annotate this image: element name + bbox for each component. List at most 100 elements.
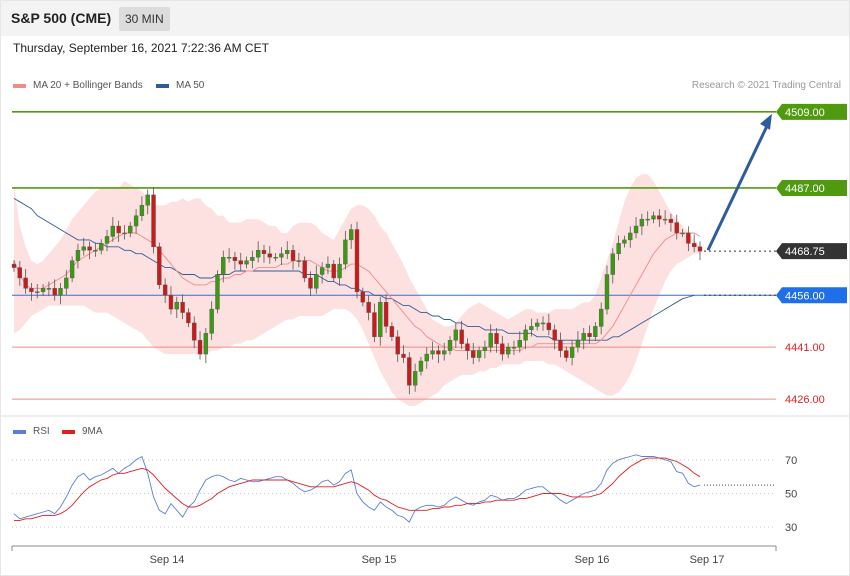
candle	[87, 241, 92, 260]
candle	[35, 284, 40, 299]
candle-body	[244, 260, 249, 265]
candle-body	[366, 301, 371, 313]
candle	[23, 268, 28, 294]
candle	[203, 327, 209, 364]
candle-body	[308, 277, 313, 289]
candle-body	[314, 274, 319, 289]
candle	[546, 313, 552, 336]
candle	[296, 252, 302, 268]
candle	[366, 295, 371, 321]
candle	[197, 331, 203, 360]
candle-body	[511, 346, 517, 349]
level-tag-1	[776, 179, 847, 196]
candle	[639, 213, 645, 236]
candle	[145, 189, 150, 215]
candle-body	[255, 250, 261, 258]
candle-body	[116, 225, 121, 234]
candle	[226, 248, 232, 263]
candle-body	[151, 194, 156, 248]
candle	[471, 342, 476, 365]
candle-body	[226, 256, 232, 259]
candle	[395, 330, 400, 362]
candle	[360, 287, 365, 307]
header-bar: S&P 500 (CME) 30 MIN	[0, 0, 850, 36]
level-label-3: 4456.00	[785, 290, 825, 302]
candle-body	[58, 288, 63, 296]
ma9-legend-label: 9MA	[82, 426, 103, 437]
candle	[424, 347, 429, 369]
candle	[593, 322, 598, 341]
candle-body	[680, 232, 685, 235]
candle	[46, 281, 52, 297]
candle	[552, 324, 557, 350]
ma50-line	[13, 198, 695, 341]
candle-body	[343, 239, 348, 265]
candle	[221, 250, 226, 283]
candle-body	[546, 322, 552, 331]
candle	[151, 187, 156, 254]
candle-body	[622, 239, 627, 244]
forecast-arrow-shaft	[706, 123, 770, 251]
candle	[569, 340, 575, 366]
candle-body	[523, 329, 528, 341]
candle	[535, 318, 540, 331]
candle-body	[273, 256, 278, 259]
legend-ma20: MA 20 + Bollinger Bands	[13, 80, 143, 91]
rsi-legend-label: RSI	[33, 426, 50, 437]
instrument-title: S&P 500 (CME)	[11, 10, 112, 26]
candle-body	[331, 263, 336, 279]
forecast-arrow-head	[760, 113, 772, 130]
candle-body	[17, 267, 22, 279]
candle	[494, 327, 499, 353]
candle	[40, 284, 46, 296]
candle-body	[662, 218, 668, 221]
candle-body	[319, 267, 325, 275]
interval-badge[interactable]: 30 MIN	[119, 7, 170, 31]
candle	[587, 325, 592, 344]
candle-body	[232, 256, 238, 261]
candle	[407, 352, 412, 395]
candle-body	[552, 329, 557, 341]
candle-body	[104, 236, 110, 244]
candle-body	[23, 277, 28, 289]
candle-body	[505, 346, 511, 355]
candle-body	[162, 284, 168, 296]
candle-body	[471, 350, 476, 358]
candle-body	[668, 218, 674, 223]
candle	[17, 260, 22, 286]
candle	[633, 217, 639, 239]
candle	[668, 213, 674, 232]
candle-body	[569, 346, 575, 358]
candle	[69, 256, 75, 283]
ma50-legend-label: MA 50	[176, 80, 205, 91]
candle-body	[657, 215, 662, 220]
candle	[505, 343, 511, 359]
candle	[186, 308, 191, 328]
candle-body	[476, 350, 482, 358]
candle	[558, 332, 563, 358]
candle-body	[180, 301, 185, 313]
candle	[418, 356, 424, 376]
level-label-1: 4487.00	[785, 183, 825, 195]
candle	[99, 239, 104, 255]
candle	[209, 301, 214, 340]
candle-body	[215, 274, 220, 310]
candle-body	[540, 322, 546, 325]
candle	[52, 279, 57, 301]
rsi-swatch	[13, 429, 26, 434]
candle-body	[465, 343, 470, 351]
candle	[343, 230, 348, 270]
candle	[302, 256, 307, 283]
candle-body	[378, 301, 383, 337]
candle	[412, 363, 418, 392]
candle	[697, 241, 703, 261]
rsi-level-label-1: 50	[785, 489, 797, 501]
candle-body	[69, 260, 75, 279]
credit-text: Research © 2021 Trading Central	[691, 80, 841, 91]
candle-body	[110, 225, 116, 237]
level-label-4: 4441.00	[785, 342, 825, 354]
candle-body	[250, 256, 255, 261]
candle-body	[197, 340, 203, 355]
candle	[465, 338, 470, 360]
